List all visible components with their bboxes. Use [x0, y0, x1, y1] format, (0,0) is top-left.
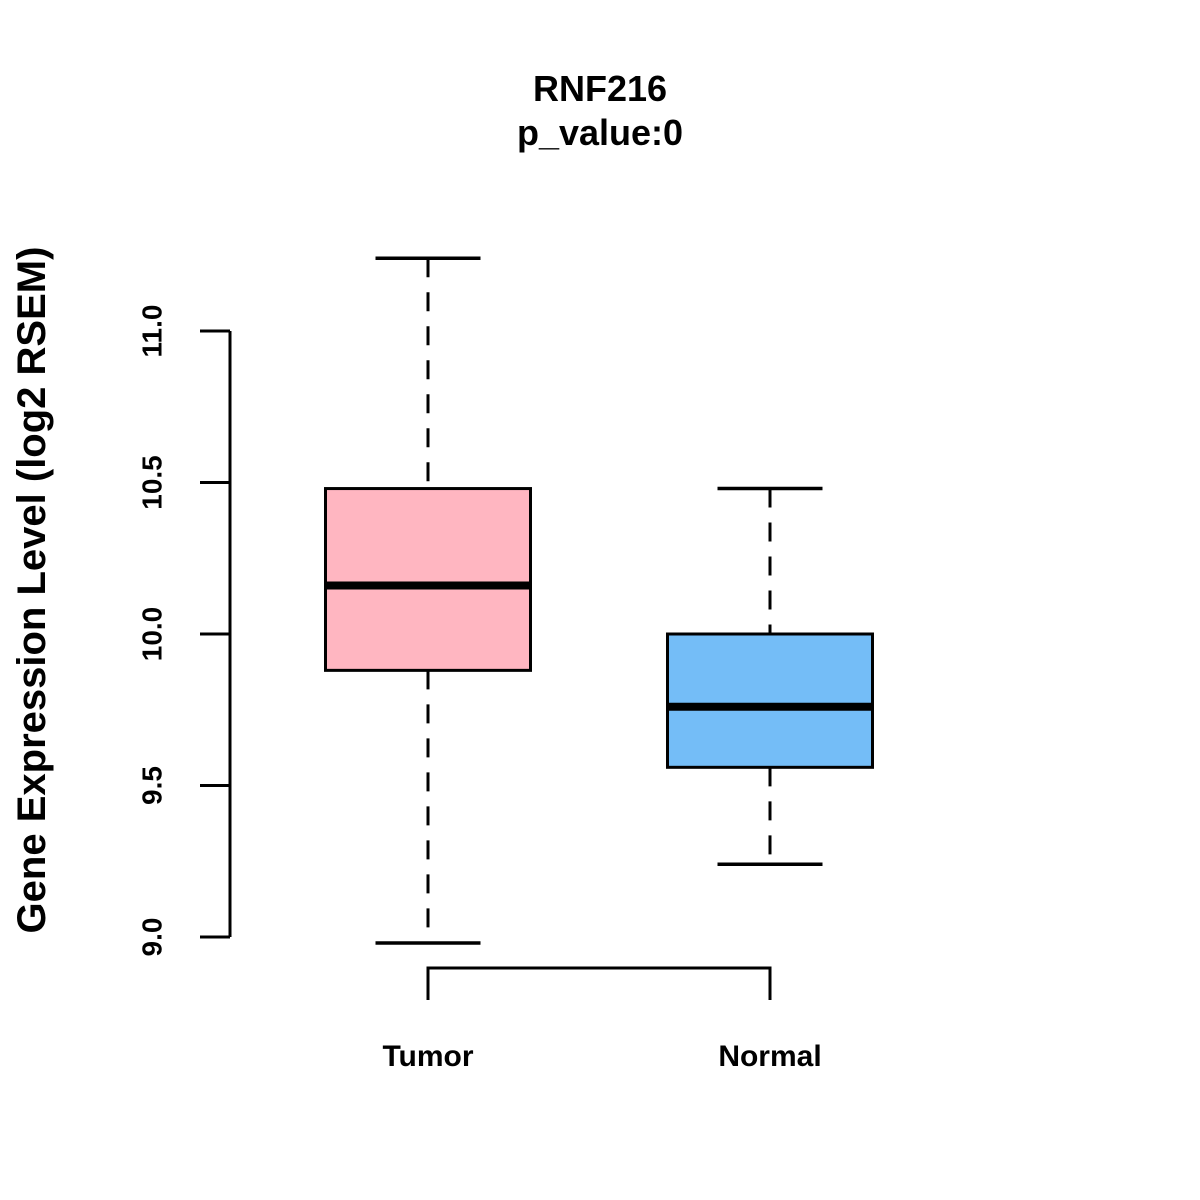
- y-tick-label: 9.0: [137, 918, 168, 957]
- y-tick-label: 10.0: [137, 607, 168, 662]
- iqr-box: [666, 632, 874, 769]
- iqr-box: [324, 487, 532, 672]
- y-tick-label: 9.5: [137, 766, 168, 805]
- y-tick-label: 10.5: [137, 455, 168, 510]
- category-label-tumor: Tumor: [382, 1040, 474, 1073]
- comparison-bracket: [426, 966, 772, 1000]
- chart-subtitle: p_value:0: [516, 112, 684, 153]
- chart-title: RNF216: [532, 68, 668, 109]
- box-tumor: [324, 256, 532, 945]
- y-tick-label: 11.0: [137, 305, 168, 358]
- category-label-normal: Normal: [718, 1040, 822, 1073]
- box-normal: [666, 486, 874, 867]
